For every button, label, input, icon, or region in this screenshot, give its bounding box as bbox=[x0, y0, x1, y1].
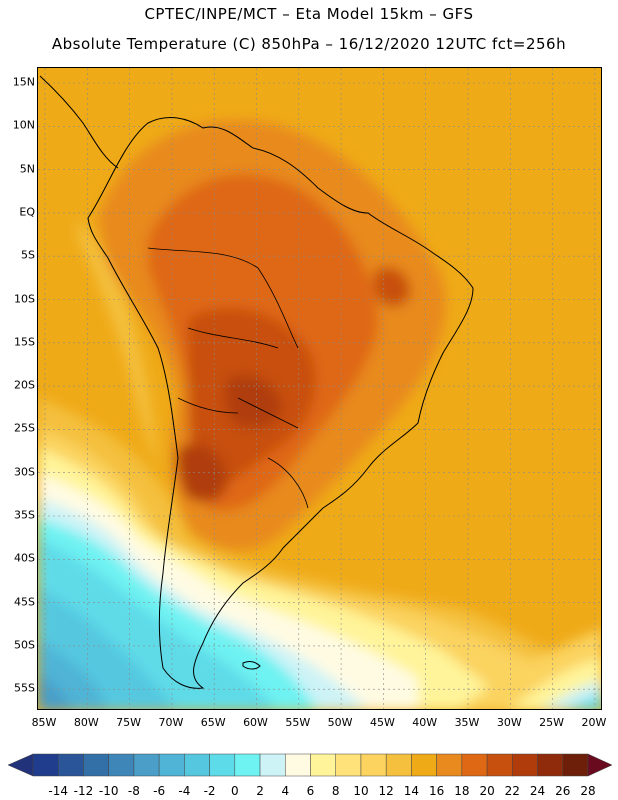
latitude-label: 45S bbox=[14, 595, 35, 609]
colorbar-label: -6 bbox=[153, 784, 166, 798]
temperature-map bbox=[37, 67, 602, 710]
colorbar-label: -8 bbox=[127, 784, 140, 798]
latitude-label: 10S bbox=[14, 292, 35, 305]
latitude-label: 55S bbox=[14, 681, 35, 695]
longitude-label: 75W bbox=[116, 716, 142, 729]
latitude-label: 25S bbox=[14, 421, 35, 435]
colorbar-swatch bbox=[436, 753, 463, 777]
latitude-label: EQ bbox=[19, 205, 35, 219]
latitude-label: 40S bbox=[14, 551, 35, 565]
coastlines bbox=[39, 75, 474, 689]
longitude-label: 35W bbox=[454, 716, 480, 729]
latitude-label: 50S bbox=[14, 638, 35, 652]
colorbar-swatch bbox=[360, 753, 387, 777]
longitude-label: 80W bbox=[73, 716, 99, 729]
colorbar-swatch bbox=[57, 753, 84, 777]
latitude-label: 5N bbox=[19, 162, 35, 176]
colorbar-high-cap bbox=[587, 753, 613, 777]
graticule bbox=[38, 68, 601, 709]
central-america-coastline bbox=[39, 75, 119, 169]
colorbar-swatch bbox=[335, 753, 362, 777]
map-canvas bbox=[38, 68, 601, 709]
longitude-label: 20W bbox=[581, 716, 607, 729]
colorbar-label: 6 bbox=[306, 784, 315, 798]
colorbar-swatch bbox=[285, 753, 311, 777]
colorbar-label: 10 bbox=[353, 784, 369, 798]
colorbar-swatch bbox=[32, 753, 59, 777]
colorbar-label: 22 bbox=[504, 784, 520, 798]
longitude-label: 40W bbox=[412, 716, 438, 729]
colorbar-label: -10 bbox=[98, 784, 119, 798]
colorbar-swatch bbox=[461, 753, 488, 777]
colorbar-swatch bbox=[133, 753, 160, 777]
colorbar-label: 8 bbox=[331, 784, 340, 798]
colorbar-swatch bbox=[184, 753, 210, 777]
longitude-label: 45W bbox=[369, 716, 395, 729]
colorbar-swatch bbox=[259, 753, 286, 777]
longitude-label: 50W bbox=[327, 716, 353, 729]
colorbar-label: -2 bbox=[203, 784, 216, 798]
colorbar-label: 14 bbox=[403, 784, 420, 798]
colorbar-label: 24 bbox=[529, 784, 546, 798]
colorbar-swatch bbox=[158, 753, 185, 777]
latitude-label: 15S bbox=[14, 335, 35, 349]
title-line-2: Absolute Temperature (C) 850hPa – 16/12/… bbox=[51, 35, 567, 53]
colorbar-swatch bbox=[108, 753, 135, 777]
colorbar-swatch bbox=[385, 753, 412, 777]
colorbar-swatch bbox=[512, 753, 538, 777]
colorbar-label: 26 bbox=[555, 784, 571, 798]
colorbar-swatch bbox=[209, 753, 236, 777]
longitude-label: 70W bbox=[158, 716, 184, 729]
country-borders bbox=[147, 247, 309, 509]
falkland-islands bbox=[242, 661, 261, 670]
colorbar-label: 20 bbox=[479, 784, 495, 798]
longitude-label: 55W bbox=[285, 716, 311, 729]
colorbar-swatch bbox=[83, 753, 109, 777]
longitude-label: 30W bbox=[496, 716, 522, 729]
colorbar-swatch bbox=[562, 753, 589, 777]
longitude-label: 60W bbox=[243, 716, 268, 729]
colorbar-low-cap bbox=[7, 753, 34, 777]
latitude-label: 35S bbox=[14, 508, 35, 522]
south-america-coastline bbox=[87, 117, 474, 689]
latitude-label: 15N bbox=[12, 75, 35, 89]
colorbar-label: 28 bbox=[580, 784, 596, 798]
title-line-1: CPTEC/INPE/MCT – Eta Model 15km – GFS bbox=[144, 5, 474, 23]
latitude-label: 5S bbox=[21, 248, 35, 262]
colorbar-label: -14 bbox=[48, 784, 69, 798]
latitude-label: 20S bbox=[14, 378, 35, 392]
colorbar-swatch bbox=[310, 753, 336, 777]
colorbar-label: 16 bbox=[428, 784, 445, 798]
colorbar-label: -4 bbox=[178, 784, 191, 798]
colorbar-swatch bbox=[537, 753, 564, 777]
latitude-label: 10N bbox=[12, 118, 35, 132]
colorbar-label: 12 bbox=[378, 784, 394, 798]
colorbar-swatch bbox=[234, 753, 261, 777]
colorbar-label: -12 bbox=[73, 784, 94, 798]
colorbar-label: 0 bbox=[230, 784, 239, 798]
colorbar bbox=[7, 753, 613, 777]
colorbar-label: 4 bbox=[281, 784, 290, 798]
longitude-label: 65W bbox=[200, 716, 226, 729]
temperature-field bbox=[38, 120, 601, 709]
colorbar-swatch bbox=[411, 753, 437, 777]
colorbar-label: 18 bbox=[454, 784, 470, 798]
longitude-label: 85W bbox=[31, 716, 57, 729]
latitude-label: 30S bbox=[14, 465, 35, 479]
colorbar-swatch bbox=[486, 753, 513, 777]
colorbar-label: 2 bbox=[256, 784, 264, 798]
longitude-label: 25W bbox=[539, 716, 565, 729]
